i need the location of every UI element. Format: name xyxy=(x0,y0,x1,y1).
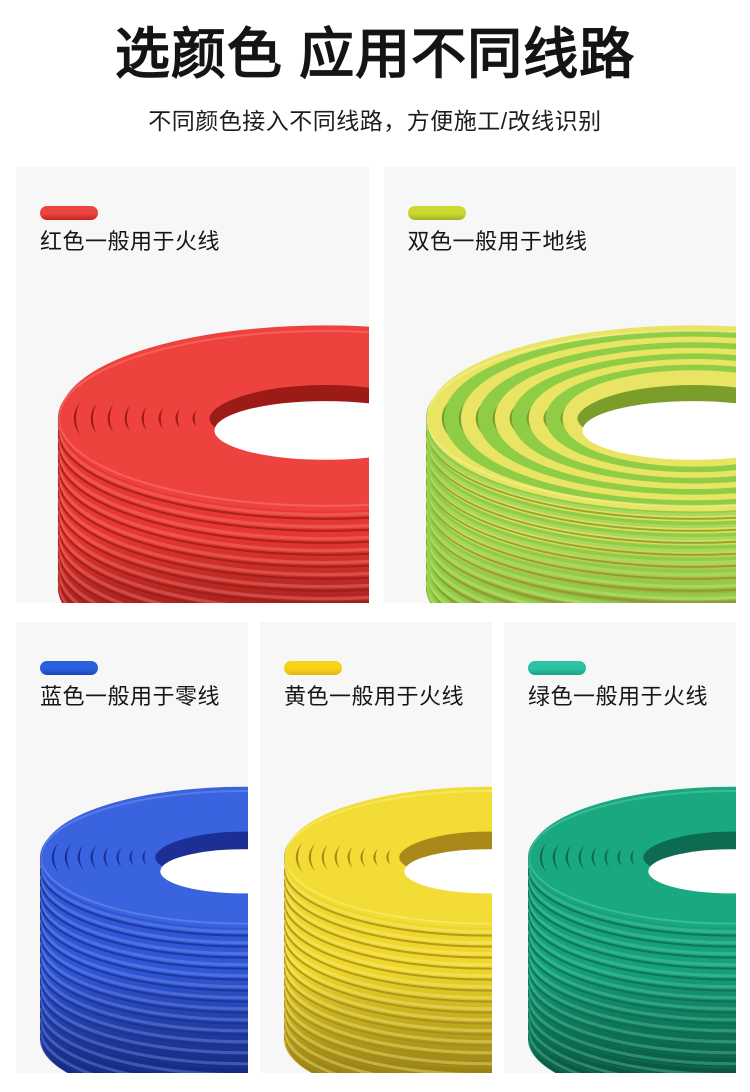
panel-dual-ground-wire: 双色一般用于地线 xyxy=(383,166,736,603)
panel-row-bottom: 蓝色一般用于零线 黄色一般用于火线 绿色一般用于火线 xyxy=(16,621,736,1073)
dual-color-swatch xyxy=(407,205,466,220)
green-color-swatch xyxy=(528,660,586,675)
panel-row-top: 红色一般用于火线 双色一般用于地线 xyxy=(16,166,736,603)
panel-blue-neutral-wire: 蓝色一般用于零线 xyxy=(16,621,248,1073)
page-subtitle: 不同颜色接入不同线路，方便施工/改线识别 xyxy=(148,107,602,134)
panel-label: 红色一般用于火线 xyxy=(40,228,221,254)
page-title: 选颜色 应用不同线路 xyxy=(114,23,636,85)
yellow-color-swatch xyxy=(284,660,342,675)
green-wire-coil-photo xyxy=(528,786,736,1073)
panel-label: 绿色一般用于火线 xyxy=(528,683,709,709)
panel-yellow-live-wire: 黄色一般用于火线 xyxy=(260,621,492,1073)
blue-color-swatch xyxy=(40,660,98,675)
panel-label: 双色一般用于地线 xyxy=(407,228,588,254)
panel-red-live-wire: 红色一般用于火线 xyxy=(16,166,369,603)
panel-green-live-wire: 绿色一般用于火线 xyxy=(504,621,736,1073)
blue-wire-coil-photo xyxy=(40,786,248,1073)
yellow-wire-coil-photo xyxy=(284,786,492,1073)
dual-wire-coil-photo xyxy=(425,325,736,603)
panel-label: 蓝色一般用于零线 xyxy=(40,683,221,709)
header: 选颜色 应用不同线路 不同颜色接入不同线路，方便施工/改线识别 xyxy=(0,0,750,136)
red-color-swatch xyxy=(40,205,98,220)
red-wire-coil-photo xyxy=(57,325,369,603)
panel-label: 黄色一般用于火线 xyxy=(284,683,465,709)
